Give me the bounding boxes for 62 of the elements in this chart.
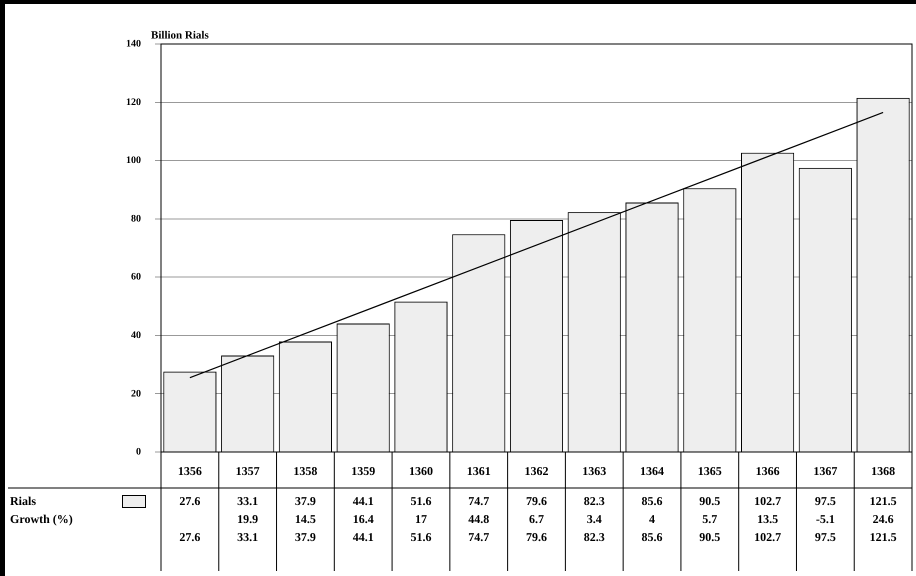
text: 121.5 (870, 530, 897, 544)
x-tick-label: 1367 (813, 464, 838, 478)
text: 19.9 (237, 512, 258, 526)
data-label: 102.7 (754, 494, 782, 508)
text: 24.6 (872, 512, 894, 526)
text: 5.7 (702, 512, 718, 526)
text: 51.6 (410, 530, 432, 544)
y-tick-label: 140 (126, 38, 141, 50)
y-tick-label: 100 (126, 155, 141, 166)
text: 14.5 (294, 512, 316, 526)
x-tick-label: 1359 (351, 464, 376, 478)
y-tick-label: 120 (126, 96, 141, 108)
data-label: 44.1 (352, 494, 374, 508)
x-tick-label: 1368 (871, 464, 896, 478)
text: 3.4 (586, 512, 602, 526)
data-label: 85.6 (642, 494, 663, 508)
text: 4 (649, 512, 656, 526)
text: 90.5 (699, 530, 720, 544)
text: 74.7 (468, 530, 490, 544)
data-label: 121.5 (870, 494, 897, 508)
data-label: 90.5 (699, 494, 720, 508)
x-tick-label: 1357 (236, 464, 260, 478)
data-label: 33.1 (237, 494, 258, 508)
y-tick-label: 80 (131, 213, 141, 224)
data-label: 51.6 (410, 494, 432, 508)
x-tick-label: 1364 (640, 464, 664, 478)
text: 13.5 (757, 512, 778, 526)
x-tick-label: 1366 (756, 464, 780, 478)
x-tick-label: 1358 (293, 464, 318, 478)
x-tick-label: 1360 (408, 464, 433, 478)
text: 6.7 (529, 512, 544, 526)
x-tick-label: 1365 (698, 464, 722, 478)
x-tick-label: 1362 (524, 464, 548, 478)
y-axis-title: Billion Rials (151, 29, 210, 42)
text: 37.9 (294, 530, 316, 544)
text: 85.6 (642, 530, 663, 544)
x-tick-label: 1363 (582, 464, 606, 478)
text: 27.6 (179, 530, 200, 544)
text: 79.6 (526, 530, 547, 544)
text: 16.4 (352, 512, 374, 526)
y-tick-label: 60 (131, 272, 141, 283)
y-tick-label: 40 (131, 330, 141, 342)
x-tick-label: 1361 (466, 464, 491, 478)
text: Growth (%) (10, 512, 73, 526)
text: 44.1 (352, 530, 374, 544)
data-label: 97.5 (814, 494, 836, 508)
y-tick-label: 0 (136, 446, 141, 458)
data-label: 74.7 (468, 494, 490, 508)
data-label: 82.3 (584, 494, 605, 508)
x-tick-label: 1356 (178, 464, 202, 478)
text: 33.1 (237, 530, 258, 544)
text: 44.8 (468, 512, 490, 526)
data-label: 27.6 (179, 494, 200, 508)
text: -5.1 (816, 512, 835, 526)
text: Rials (10, 494, 36, 508)
text: 17 (414, 512, 427, 526)
text: 97.5 (814, 530, 836, 544)
text: 82.3 (584, 530, 605, 544)
text: 102.7 (754, 530, 782, 544)
y-tick-label: 20 (131, 388, 141, 400)
data-label: 79.6 (526, 494, 547, 508)
data-label: 37.9 (294, 494, 316, 508)
